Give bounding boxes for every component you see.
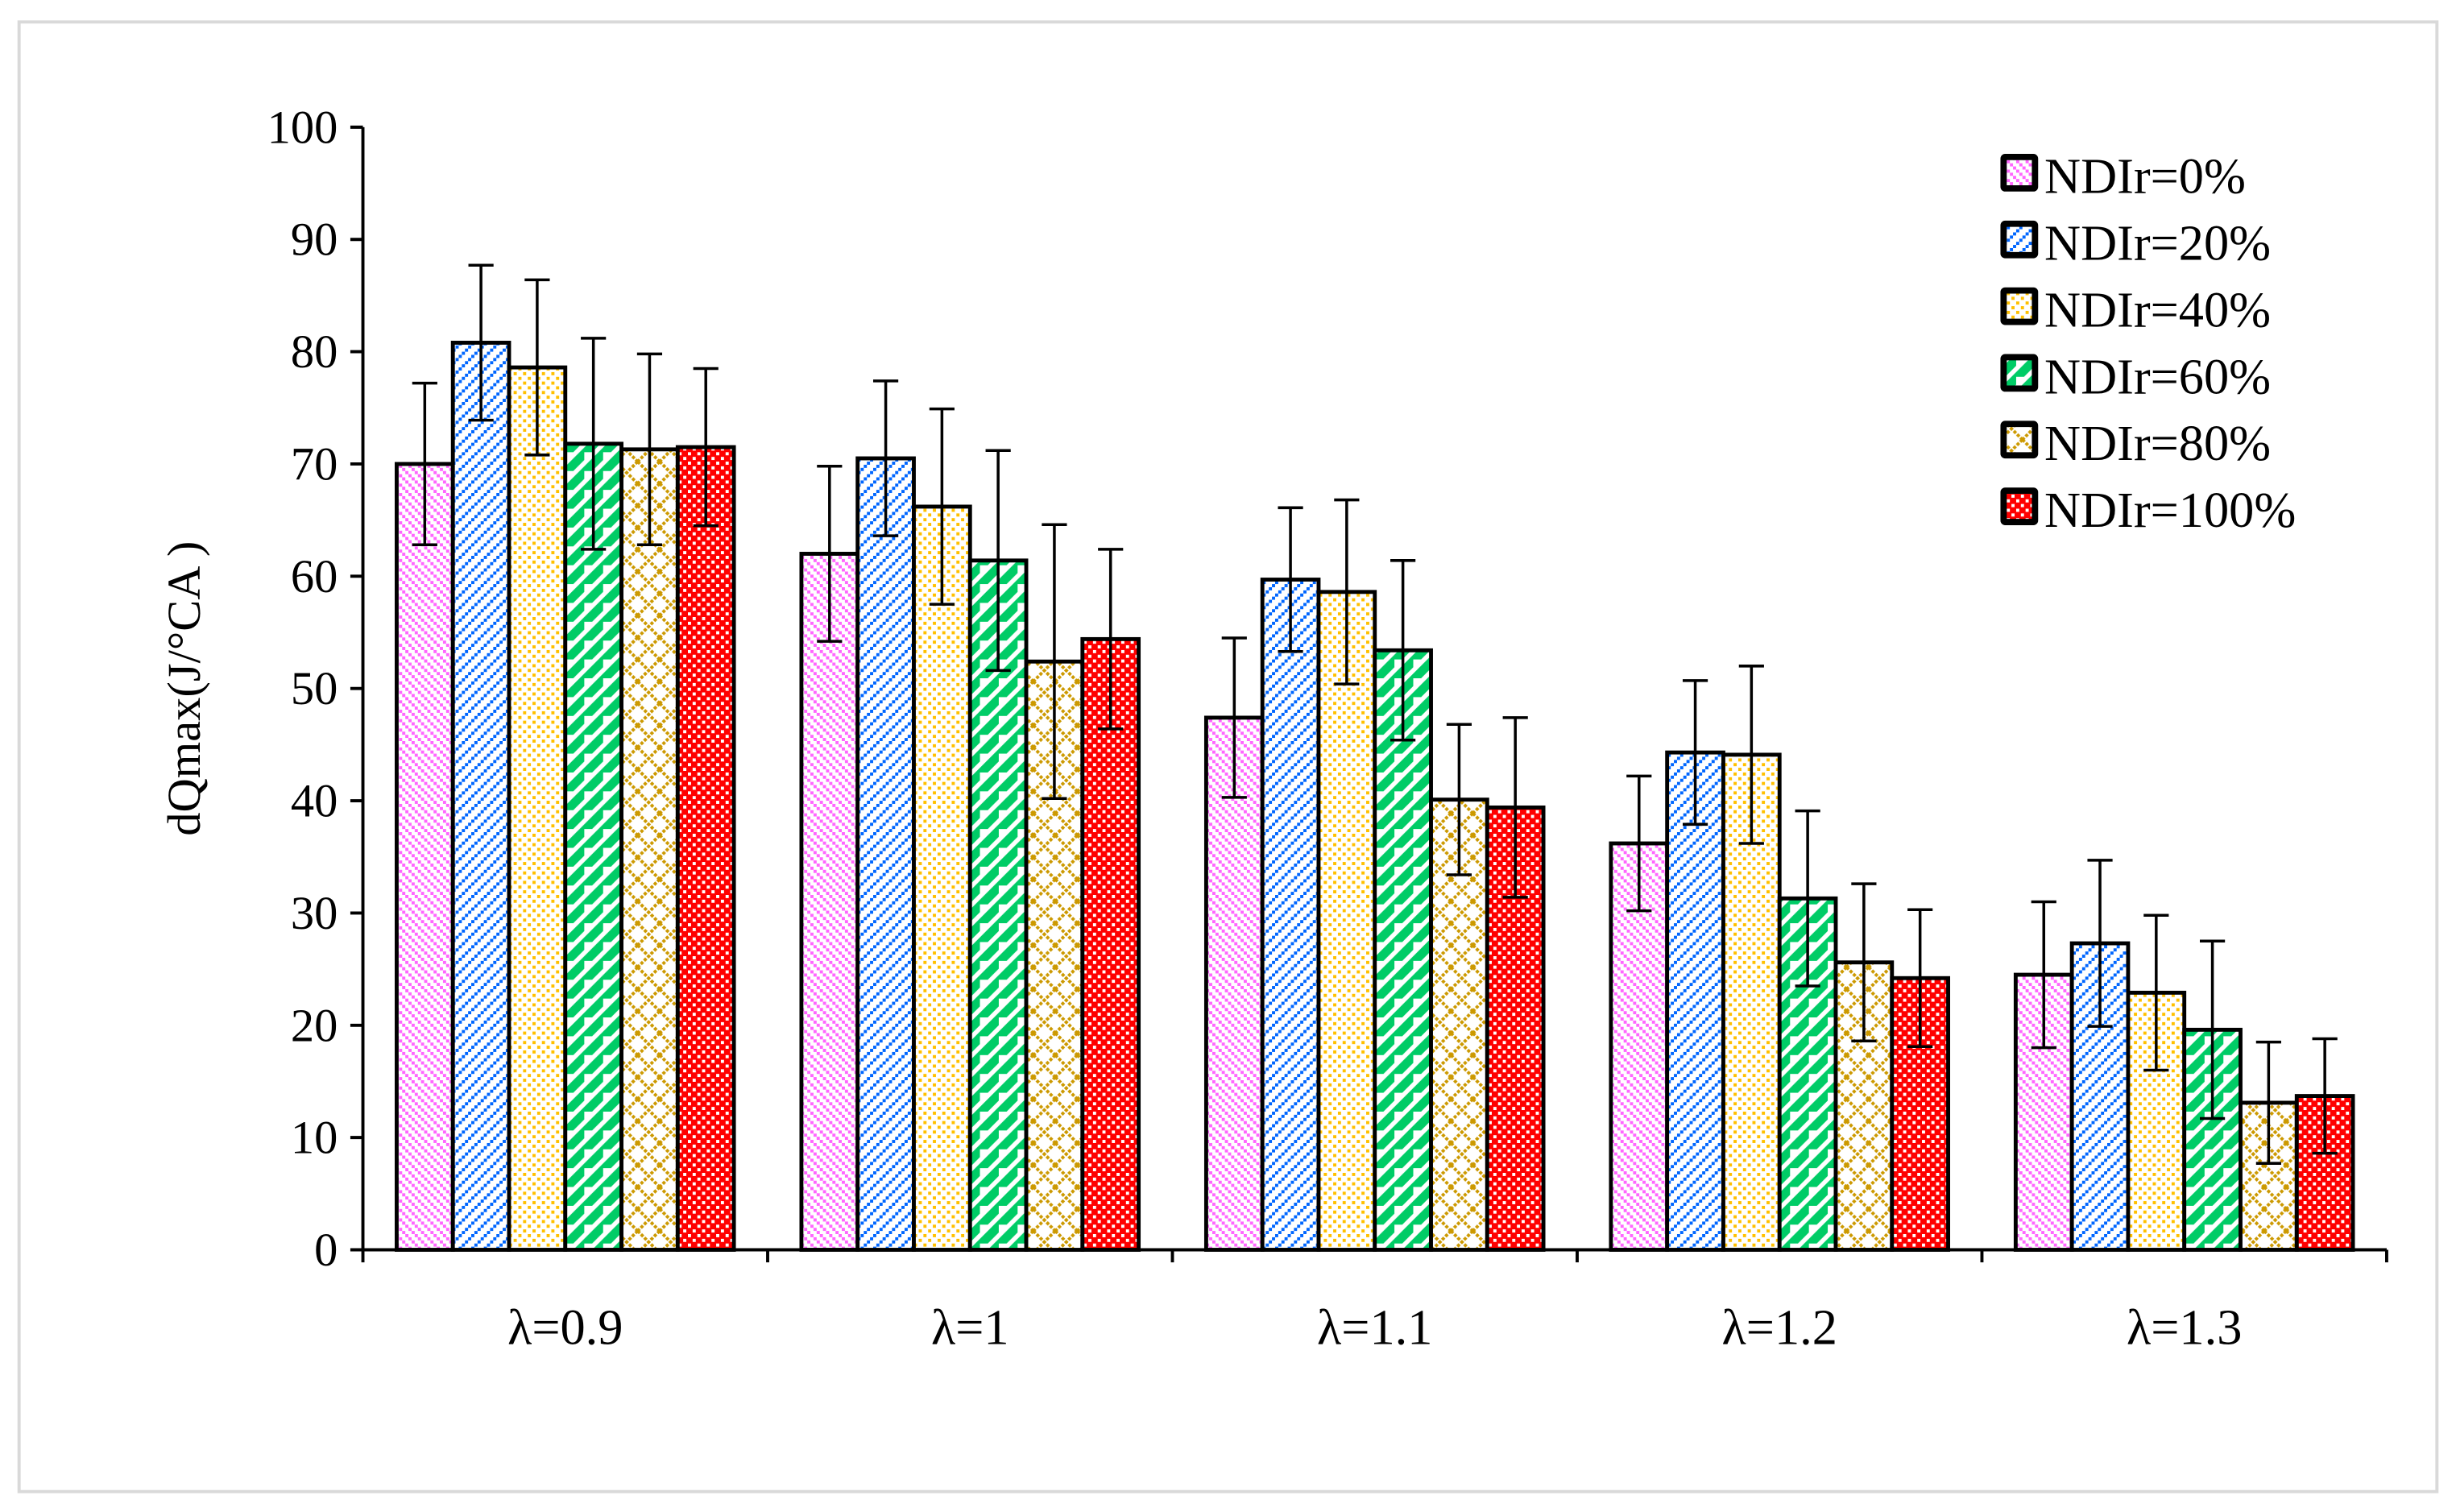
error-bar bbox=[2143, 913, 2169, 1072]
legend-swatch bbox=[2000, 420, 2039, 459]
y-tick-label: 80 bbox=[291, 325, 338, 378]
error-bar bbox=[872, 379, 899, 537]
bar bbox=[967, 558, 1029, 1252]
y-tick-label: 10 bbox=[291, 1112, 338, 1164]
legend-swatch bbox=[2000, 154, 2039, 192]
error-bar bbox=[1042, 523, 1067, 801]
legend-swatch bbox=[2000, 487, 2039, 525]
x-tick-label: λ=1 bbox=[931, 1299, 1009, 1355]
bar bbox=[855, 456, 916, 1252]
x-tick-label: λ=1.2 bbox=[1722, 1299, 1837, 1355]
error-bar bbox=[1390, 559, 1416, 742]
error-bar bbox=[1446, 723, 1472, 876]
x-tick-label: λ=1.1 bbox=[1317, 1299, 1432, 1355]
bar bbox=[1203, 715, 1265, 1252]
bar bbox=[1080, 636, 1141, 1252]
bar bbox=[1665, 750, 1725, 1252]
error-bar bbox=[468, 263, 494, 422]
y-tick-label: 90 bbox=[291, 213, 338, 266]
y-tick-label: 30 bbox=[291, 887, 338, 939]
bar bbox=[1316, 590, 1377, 1252]
legend-label: NDIr=40% bbox=[2044, 282, 2271, 338]
error-bar bbox=[693, 367, 719, 528]
error-bar bbox=[2312, 1037, 2338, 1155]
error-bar bbox=[1795, 809, 1820, 988]
legend-swatch bbox=[2000, 354, 2039, 392]
error-bar bbox=[985, 449, 1011, 673]
error-bar bbox=[1851, 882, 1877, 1043]
legend-label: NDIr=20% bbox=[2044, 216, 2271, 271]
error-bar bbox=[1907, 908, 1933, 1049]
y-tick-label: 60 bbox=[291, 550, 338, 603]
error-bar bbox=[1738, 665, 1764, 845]
legend-label: NDIr=100% bbox=[2044, 483, 2296, 538]
bar bbox=[395, 462, 455, 1252]
error-bar bbox=[2255, 1040, 2281, 1165]
legend-swatch bbox=[2000, 220, 2039, 259]
error-bar bbox=[636, 352, 663, 547]
x-tick-label: λ=0.9 bbox=[507, 1299, 623, 1355]
error-bar bbox=[524, 278, 550, 457]
error-bar bbox=[412, 381, 437, 547]
error-bar bbox=[1626, 774, 1652, 913]
bar bbox=[1260, 578, 1321, 1252]
y-tick-label: 40 bbox=[291, 775, 338, 827]
bar bbox=[507, 365, 568, 1252]
bar bbox=[799, 552, 860, 1252]
error-bar bbox=[2087, 859, 2113, 1028]
bar bbox=[912, 504, 972, 1252]
y-tick-label: 100 bbox=[267, 101, 338, 153]
legend-label: NDIr=0% bbox=[2044, 149, 2246, 205]
error-bar bbox=[1502, 716, 1528, 899]
error-bar bbox=[1334, 498, 1360, 686]
legend-label: NDIr=80% bbox=[2044, 416, 2271, 471]
bar bbox=[675, 445, 736, 1252]
error-bar bbox=[1278, 506, 1303, 653]
bar bbox=[619, 447, 680, 1252]
error-bar bbox=[1221, 636, 1247, 799]
y-axis-title: dQmax(J/°CA ) bbox=[158, 541, 210, 836]
legend-swatch bbox=[2000, 287, 2039, 325]
error-bar bbox=[581, 337, 607, 551]
bar bbox=[1485, 805, 1546, 1252]
error-bar bbox=[929, 407, 955, 606]
y-tick-label: 70 bbox=[291, 437, 338, 490]
y-tick-label: 50 bbox=[291, 662, 338, 715]
error-bar bbox=[1098, 548, 1124, 731]
legend-label: NDIr=60% bbox=[2044, 349, 2271, 404]
error-bar bbox=[2031, 900, 2056, 1050]
y-tick-label: 20 bbox=[291, 999, 338, 1051]
error-bar bbox=[2200, 939, 2226, 1121]
error-bar bbox=[817, 464, 843, 643]
error-bar bbox=[1682, 679, 1708, 826]
bar bbox=[450, 341, 511, 1252]
y-tick-label: 0 bbox=[314, 1224, 338, 1276]
bar bbox=[563, 441, 623, 1252]
x-tick-label: λ=1.3 bbox=[2127, 1299, 2242, 1355]
